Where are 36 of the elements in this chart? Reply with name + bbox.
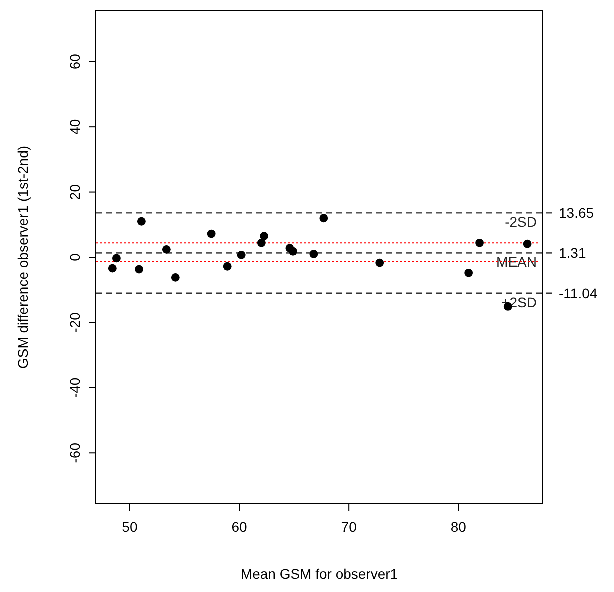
x-axis-title: Mean GSM for observer1 xyxy=(240,566,398,582)
ref-line-label: -2SD xyxy=(505,214,537,230)
point xyxy=(376,258,384,268)
point xyxy=(523,240,532,248)
point xyxy=(162,245,171,254)
point xyxy=(112,254,121,263)
point xyxy=(108,264,117,273)
y-tick-label: -20 xyxy=(67,312,83,333)
point xyxy=(476,238,484,248)
point xyxy=(310,250,318,258)
point xyxy=(137,217,146,226)
point xyxy=(260,232,268,241)
point xyxy=(207,230,216,238)
y-tick-label: 40 xyxy=(67,119,83,135)
point xyxy=(257,238,266,248)
y-tick-label: -40 xyxy=(67,378,83,398)
point xyxy=(135,265,144,274)
point xyxy=(289,247,298,256)
x-tick-label: 50 xyxy=(122,519,138,535)
point xyxy=(320,214,328,223)
y-tick-label: 20 xyxy=(67,184,83,200)
point xyxy=(171,274,180,282)
point xyxy=(237,251,246,260)
text: -11.04 xyxy=(559,285,598,302)
point xyxy=(464,268,474,278)
text: 13.65 xyxy=(559,204,594,221)
y-tick-label: 60 xyxy=(67,54,83,70)
x-tick-label: 80 xyxy=(450,519,467,535)
x-tick-label: 60 xyxy=(232,519,248,535)
ref-line-label: MEAN xyxy=(496,254,537,270)
x-tick-label: 70 xyxy=(341,519,358,535)
y-axis-title: GSM difference observer1 (1st-2nd) xyxy=(15,146,31,370)
point xyxy=(223,262,232,271)
text: 1.31 xyxy=(559,245,586,262)
y-tick-label: -60 xyxy=(67,442,83,464)
y-tick-label: 0 xyxy=(67,253,83,262)
